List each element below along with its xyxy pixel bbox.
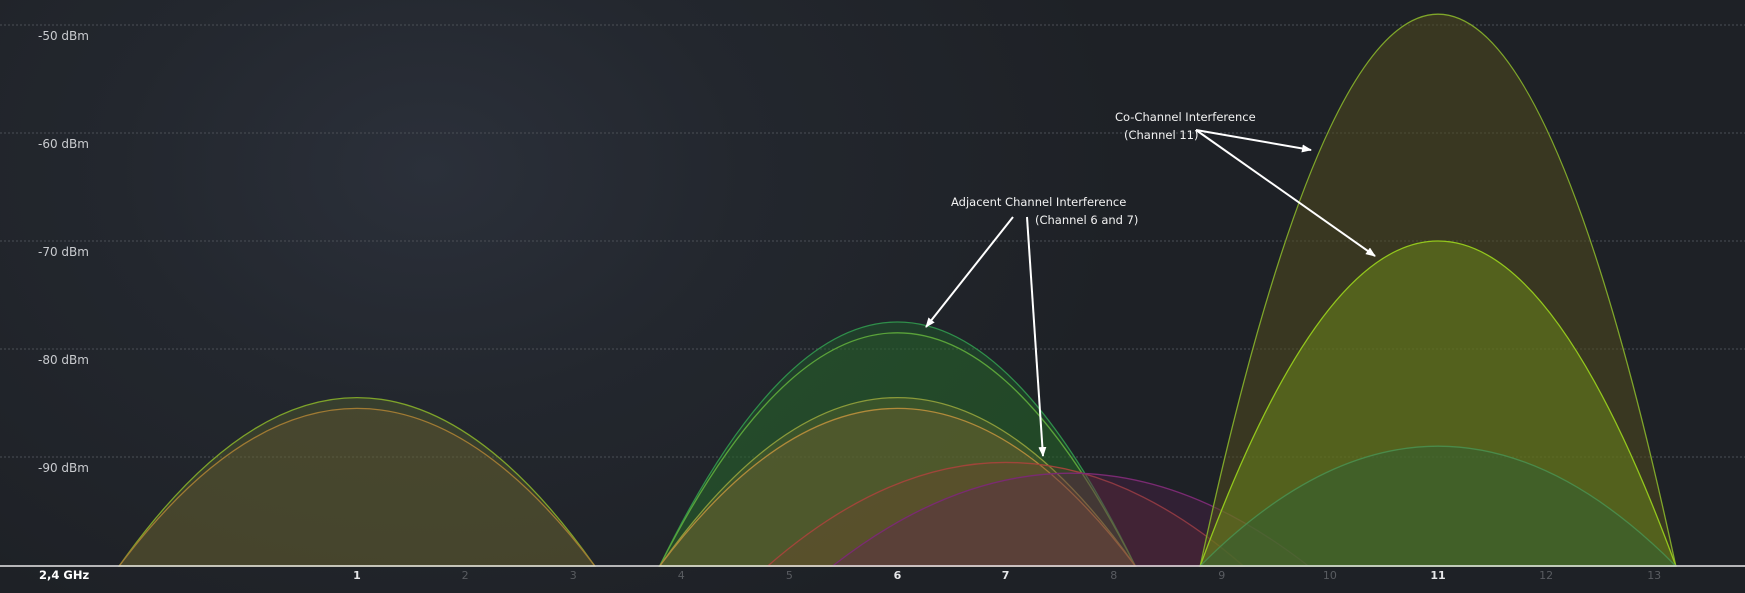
y-tick-label: -90 dBm — [38, 461, 89, 475]
x-tick-label: 8 — [1110, 569, 1117, 582]
network-curve-ch6 — [658, 332, 1137, 567]
network-curve-ch6 — [658, 407, 1137, 567]
network-curve-ch6 — [658, 397, 1137, 567]
x-tick-label: 6 — [894, 569, 902, 582]
network-curve-ch7 — [766, 461, 1246, 567]
network-curve-ch6 — [658, 321, 1137, 567]
x-tick-label: 1 — [353, 569, 361, 582]
x-tick-label: 12 — [1539, 569, 1553, 582]
co-channel-annotation: Co-Channel Interference (Channel 11) — [1115, 110, 1376, 257]
network-curve-ch1 — [117, 397, 597, 567]
adjacent-arrow-ch7 — [1026, 216, 1047, 457]
x-tick-label: 5 — [786, 569, 793, 582]
grid-layer — [0, 24, 1745, 458]
network-curve-ch11 — [1199, 240, 1677, 567]
x-tick-label: 13 — [1647, 569, 1661, 582]
y-tick-label: -80 dBm — [38, 353, 89, 367]
x-tick-label: 2 — [462, 569, 469, 582]
x-tick-label: 7 — [1002, 569, 1010, 582]
adjacent-annotation-subtitle: (Channel 6 and 7) — [1035, 213, 1138, 227]
x-tick-label: 11 — [1430, 569, 1445, 582]
adjacent-arrow-ch6 — [925, 216, 1014, 328]
co-channel-annotation-subtitle: (Channel 11) — [1124, 128, 1198, 142]
co-channel-arrow-upper — [1195, 129, 1312, 153]
band-label: 2,4 GHz — [39, 568, 89, 582]
x-tick-label: 10 — [1323, 569, 1337, 582]
y-tick-label: -50 dBm — [38, 29, 89, 43]
adjacent-channel-annotation: Adjacent Channel Interference (Channel 6… — [925, 195, 1138, 457]
y-tick-label: -70 dBm — [38, 245, 89, 259]
y-tick-label: -60 dBm — [38, 137, 89, 151]
adjacent-annotation-title: Adjacent Channel Interference — [951, 195, 1126, 209]
co-channel-arrow-lower — [1195, 129, 1376, 257]
network-curve-ch11 — [1198, 445, 1678, 567]
co-channel-annotation-title: Co-Channel Interference — [1115, 110, 1256, 124]
x-tick-label: 3 — [570, 569, 577, 582]
network-curve-ch1 — [117, 407, 597, 567]
x-tick-label: 9 — [1218, 569, 1225, 582]
x-tick-label: 4 — [678, 569, 685, 582]
y-axis-labels: -50 dBm -60 dBm -70 dBm -80 dBm -90 dBm — [38, 29, 89, 475]
annotations: Adjacent Channel Interference (Channel 6… — [925, 110, 1376, 457]
x-axis-labels: 2,4 GHz 1 2 3 4 5 6 7 8 9 10 11 12 13 — [39, 568, 1661, 582]
network-curves — [117, 13, 1678, 567]
